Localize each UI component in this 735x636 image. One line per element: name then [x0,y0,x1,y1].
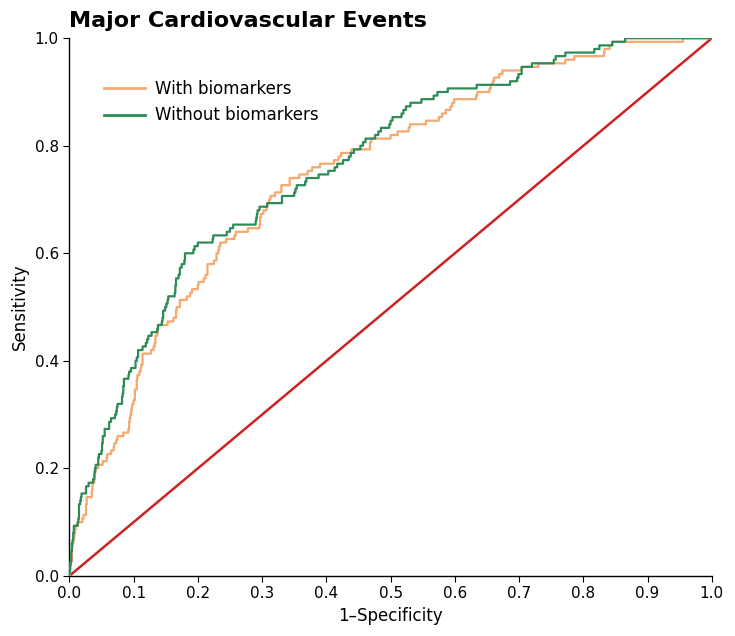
Y-axis label: Sensitivity: Sensitivity [11,264,29,350]
X-axis label: 1–Specificity: 1–Specificity [338,607,443,625]
Text: Major Cardiovascular Events: Major Cardiovascular Events [69,11,427,31]
Legend: With biomarkers, Without biomarkers: With biomarkers, Without biomarkers [97,73,326,131]
